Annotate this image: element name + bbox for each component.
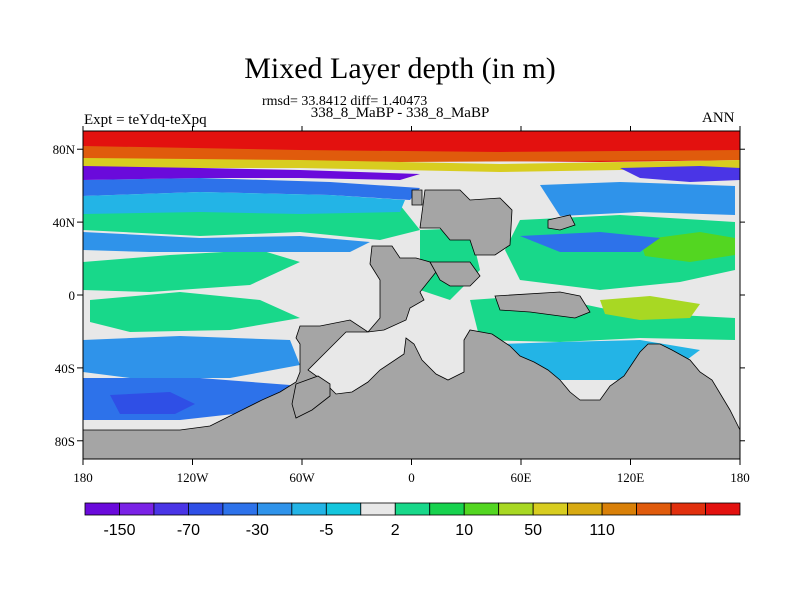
x-tick-label: 60W: [289, 470, 315, 485]
colorbar-label: -150: [103, 522, 135, 539]
x-tick-label: 0: [408, 470, 415, 485]
land-arctic-peninsula: [291, 375, 331, 419]
colorbar-swatch: [498, 502, 534, 516]
x-tick-label: 120W: [177, 470, 210, 485]
x-tick-label: 180: [730, 470, 750, 485]
field-lightblue-mid: [83, 232, 370, 252]
colorbar-swatch: [291, 502, 327, 516]
rmsd-diff-stats: rmsd= 33.8412 diff= 1.40473: [262, 94, 428, 109]
x-tick-label: 60E: [511, 470, 532, 485]
land-masses: [83, 189, 740, 459]
map-field-layer: [83, 131, 740, 459]
y-axis: 80N 40N 0 40S 80S: [53, 142, 745, 449]
colorbar-swatch: [601, 502, 637, 516]
land-south-america: [83, 245, 740, 459]
x-tick-label: 180: [73, 470, 93, 485]
field-blue-eastasia: [540, 182, 735, 216]
field-green-indian: [505, 215, 735, 290]
colorbar-label: -5: [319, 522, 333, 539]
y-tick-label: 40N: [53, 215, 76, 230]
land-central-america: [429, 261, 481, 287]
x-tick-label: 120E: [617, 470, 645, 485]
field-arctic-purple: [83, 166, 420, 180]
colorbar-swatch: [636, 502, 672, 516]
field-blue-indian: [520, 232, 660, 252]
field-lightblue-north: [83, 192, 405, 214]
field-deep-blue-southern: [110, 392, 195, 414]
colorbar-swatch: [705, 502, 741, 516]
colorbar-swatch: [256, 502, 293, 516]
field-green-eq-pacific: [90, 292, 300, 332]
field-yellowgreen-patch: [600, 296, 700, 320]
season-label: ANN: [702, 110, 735, 126]
colorbar-swatch: [429, 502, 465, 516]
field-yellowgreen-patch2: [640, 232, 735, 262]
experiment-label: Expt = teYdq-teXpq: [84, 112, 207, 128]
colorbar-swatch: [222, 502, 258, 516]
colorbar-label: -30: [246, 522, 269, 539]
colorbar-swatch: [670, 502, 706, 516]
field-blue-south-pacific: [83, 336, 300, 378]
colorbar-label: 110: [589, 522, 615, 539]
chart-title: Mixed Layer depth (in m): [244, 52, 556, 85]
colorbar-swatch: [394, 502, 431, 516]
colorbar-label: 10: [455, 522, 473, 539]
y-tick-label: 0: [69, 288, 76, 303]
colorbar-swatch: [360, 502, 396, 516]
field-arctic-deep-blue: [620, 166, 740, 182]
y-tick-label: 80N: [53, 142, 76, 157]
colorbar-swatch: [325, 502, 362, 516]
colorbar-swatch: [119, 502, 155, 516]
field-arctic-yellow: [83, 158, 740, 172]
colorbar-swatch: [532, 502, 569, 516]
y-tick-label: 40S: [55, 361, 75, 376]
chart-subtitle: 338_8_MaBP - 338_8_MaBP: [310, 105, 490, 121]
land-maritime-continent: [494, 291, 591, 319]
colorbar-swatch: [84, 502, 120, 516]
land-greenland-small: [411, 189, 423, 206]
field-green-tropics: [83, 250, 300, 292]
land-north-america: [419, 189, 513, 256]
y-tick-label: 80S: [55, 434, 75, 449]
colorbar: -150 -70 -30 -5 2 10 50 110: [84, 502, 741, 539]
colorbar-swatch: [463, 502, 500, 516]
field-blue-north-pacific: [83, 178, 420, 200]
colorbar-label: 50: [524, 522, 542, 539]
land-eurasia-east: [547, 214, 576, 231]
colorbar-label: 2: [391, 522, 400, 539]
colorbar-swatch: [153, 502, 189, 516]
colorbar-swatch: [567, 502, 603, 516]
colorbar-label: -70: [177, 522, 200, 539]
field-arctic-orange: [83, 146, 740, 162]
x-axis: 180 120W 60W 0 60E 120E 180: [73, 126, 750, 485]
colorbar-swatch: [188, 502, 224, 516]
